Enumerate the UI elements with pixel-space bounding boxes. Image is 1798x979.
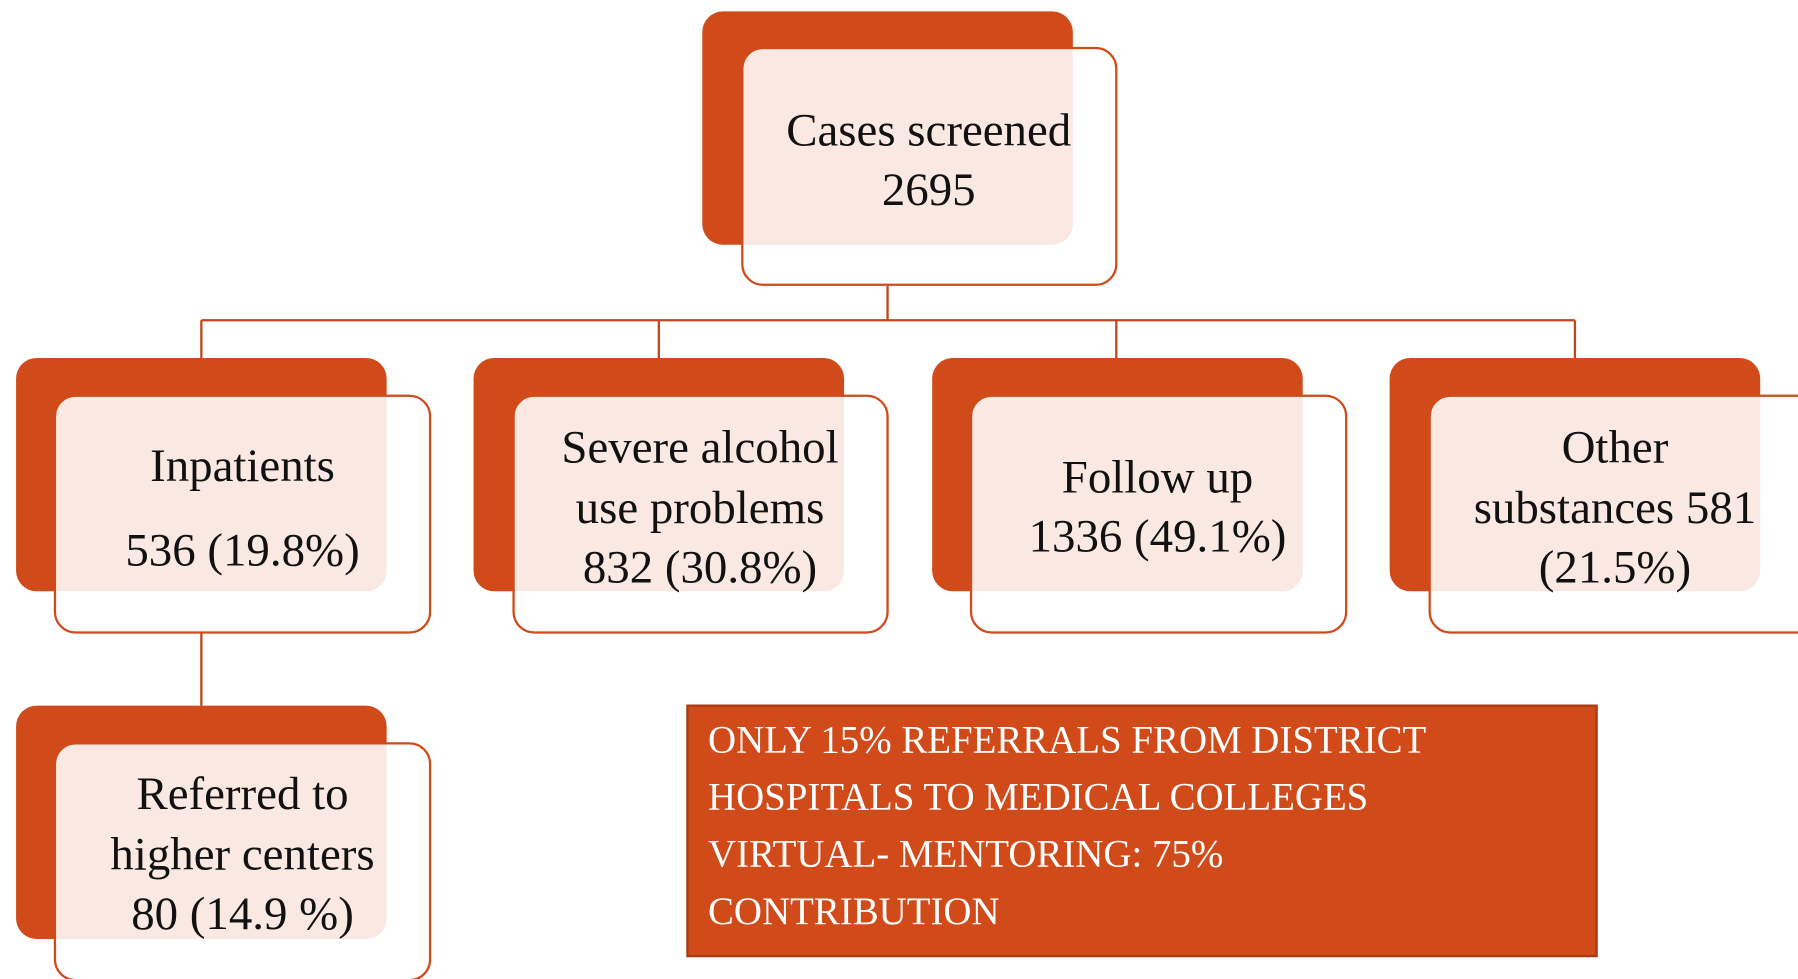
node-text: 2695 <box>882 164 976 216</box>
node-text: Follow up <box>1062 451 1253 503</box>
note-text: VIRTUAL- MENTORING: 75% <box>708 833 1223 876</box>
node-text: Referred to <box>136 768 348 820</box>
node-text: Other <box>1562 422 1669 474</box>
node-text: higher centers <box>110 829 374 881</box>
connector-lines <box>200 285 1577 706</box>
node-box <box>53 742 432 979</box>
note-text: CONTRIBUTION <box>708 890 1000 933</box>
node-text: 832 (30.8%) <box>583 542 817 594</box>
node-text: use problems <box>576 482 825 534</box>
node-text: Cases screened <box>786 105 1071 157</box>
note-text: HOSPITALS TO MEDICAL COLLEGES <box>708 776 1368 819</box>
node-text: 1336 (49.1%) <box>1029 511 1287 563</box>
node-text: (21.5%) <box>1539 542 1691 594</box>
node-text: substances 581 <box>1474 482 1757 534</box>
node-box <box>969 394 1348 634</box>
node-box <box>53 394 432 634</box>
node-text: 536 (19.8%) <box>125 524 359 576</box>
node-box <box>741 46 1118 286</box>
note-box <box>686 704 1598 958</box>
connectors <box>200 285 1577 706</box>
node-box <box>512 394 889 634</box>
node-text: Inpatients <box>150 440 335 492</box>
node-text: 80 (14.9 %) <box>131 888 354 940</box>
node-box <box>1428 394 1798 634</box>
note-text: ONLY 15% REFERRALS FROM DISTRICT <box>708 718 1426 761</box>
node-text: Severe alcohol <box>561 422 838 474</box>
